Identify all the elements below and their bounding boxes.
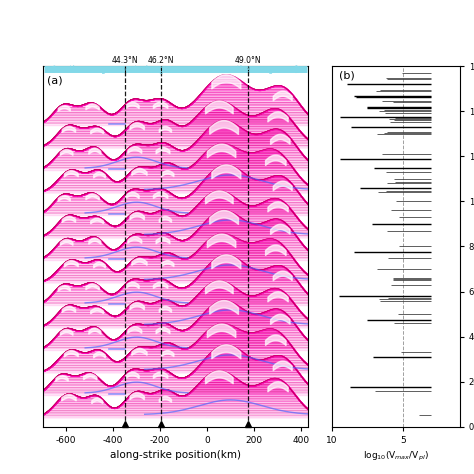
Text: southern seg.: southern seg.: [56, 65, 109, 74]
Text: northern seg.: northern seg.: [224, 65, 275, 74]
X-axis label: log$_{10}$(V$_{max}$/V$_{pl}$): log$_{10}$(V$_{max}$/V$_{pl}$): [363, 450, 428, 463]
Text: 49.0°N: 49.0°N: [235, 56, 262, 65]
Text: central seg.: central seg.: [121, 65, 166, 74]
Text: 44.3°N: 44.3°N: [111, 56, 138, 65]
Text: (b): (b): [339, 71, 355, 81]
Text: 46.2°N: 46.2°N: [148, 56, 174, 65]
X-axis label: along-strike position(km): along-strike position(km): [110, 450, 241, 460]
Text: (a): (a): [47, 75, 63, 85]
